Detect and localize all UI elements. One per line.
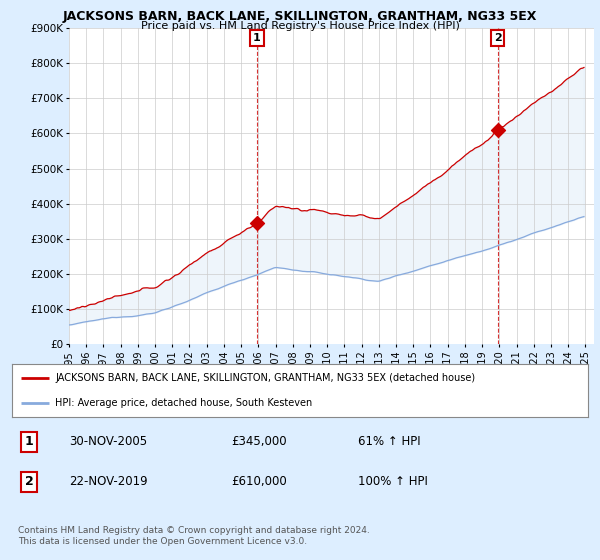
Text: 100% ↑ HPI: 100% ↑ HPI <box>358 475 427 488</box>
Text: £345,000: £345,000 <box>231 435 287 449</box>
Text: 2: 2 <box>25 475 34 488</box>
Text: HPI: Average price, detached house, South Kesteven: HPI: Average price, detached house, Sout… <box>55 398 313 408</box>
Text: Contains HM Land Registry data © Crown copyright and database right 2024.
This d: Contains HM Land Registry data © Crown c… <box>18 526 370 546</box>
Text: 22-NOV-2019: 22-NOV-2019 <box>70 475 148 488</box>
Text: 61% ↑ HPI: 61% ↑ HPI <box>358 435 420 449</box>
Point <box>252 218 262 227</box>
Text: JACKSONS BARN, BACK LANE, SKILLINGTON, GRANTHAM, NG33 5EX: JACKSONS BARN, BACK LANE, SKILLINGTON, G… <box>63 10 537 23</box>
Text: 2: 2 <box>494 32 502 43</box>
Text: 1: 1 <box>253 32 261 43</box>
Text: JACKSONS BARN, BACK LANE, SKILLINGTON, GRANTHAM, NG33 5EX (detached house): JACKSONS BARN, BACK LANE, SKILLINGTON, G… <box>55 374 475 384</box>
Point <box>493 125 502 134</box>
Text: 30-NOV-2005: 30-NOV-2005 <box>70 435 148 449</box>
Text: 1: 1 <box>25 435 34 449</box>
Text: £610,000: £610,000 <box>231 475 287 488</box>
Text: Price paid vs. HM Land Registry's House Price Index (HPI): Price paid vs. HM Land Registry's House … <box>140 21 460 31</box>
